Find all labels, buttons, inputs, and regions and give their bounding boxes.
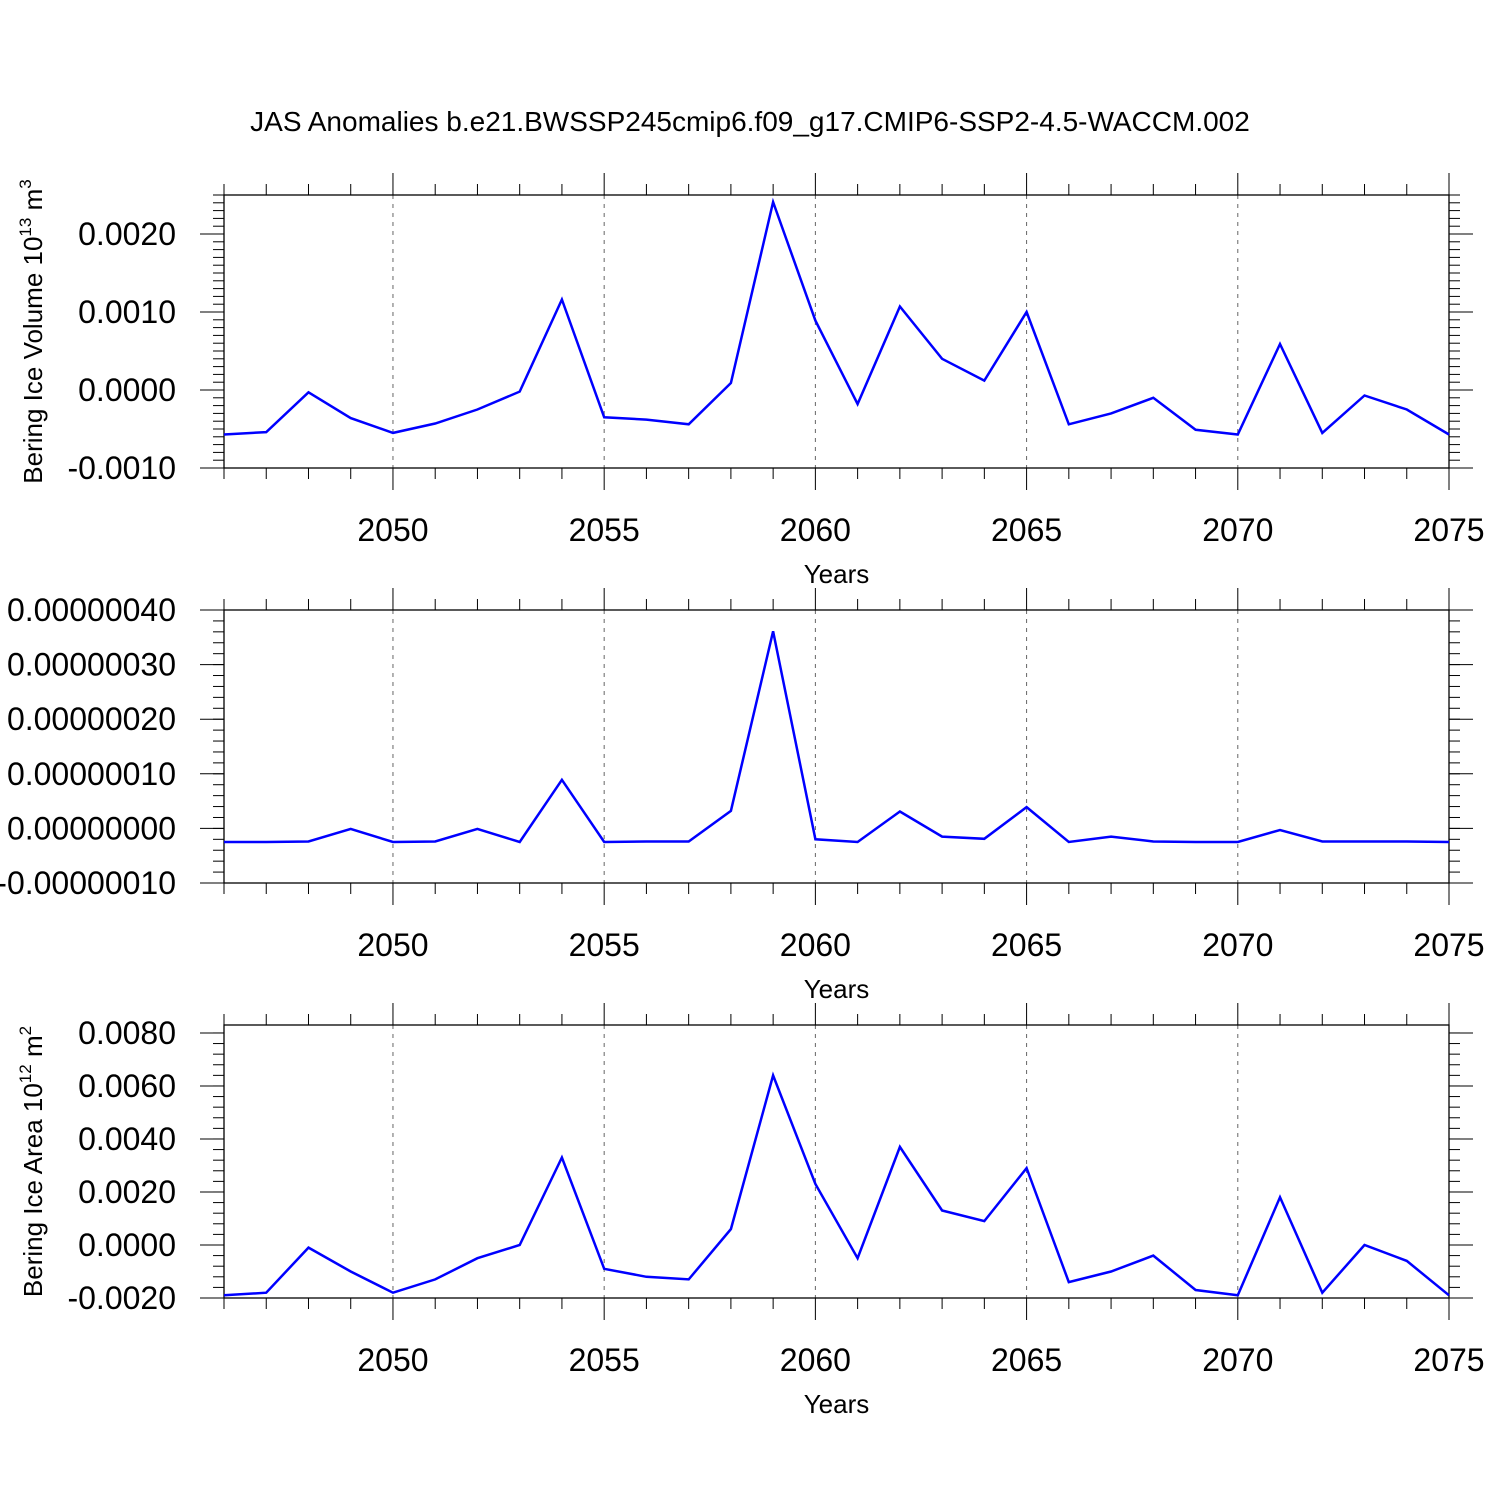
panels: 2050 2055 2060 2065 2070 2075 Years -0.0010 0.00… bbox=[0, 173, 1485, 1419]
x-axis-title: Years bbox=[804, 974, 870, 1004]
y-axis-title: Bering Ice Area 1012 m2 bbox=[16, 1026, 48, 1297]
y-axis-title-main: Bering Ice Area 10 bbox=[18, 1083, 48, 1297]
x-tick-label: 2065 bbox=[991, 1342, 1062, 1378]
y-axis-title-unit: m bbox=[18, 189, 48, 218]
y-tick-label: 0.0010 bbox=[78, 294, 176, 330]
y-tick-label: 0.00000000 bbox=[7, 810, 176, 846]
y-tick-label: -0.0010 bbox=[67, 450, 176, 486]
chart-title: JAS Anomalies b.e21.BWSSP245cmip6.f09_g1… bbox=[250, 106, 1250, 137]
plot-frame bbox=[223, 609, 1450, 884]
panel-1: 2050 2055 2060 2065 2070 2075 Years -0.0010 0.00… bbox=[16, 173, 1485, 589]
series-line bbox=[223, 197, 1450, 436]
y-tick-label: 0.0040 bbox=[78, 1121, 176, 1157]
panel-3: 2050 2055 2060 2065 2070 2075 Years -0.0020 0.00… bbox=[16, 1003, 1485, 1419]
y-tick-label: -0.00000010 bbox=[0, 865, 176, 901]
x-tick-label: 2050 bbox=[357, 1342, 428, 1378]
x-tick-label: 2050 bbox=[357, 512, 428, 548]
x-axis-title: Years bbox=[804, 559, 870, 589]
x-tick-label: 2070 bbox=[1202, 927, 1273, 963]
y-tick-label: 0.0000 bbox=[78, 372, 176, 408]
y-axis-title-unit: m bbox=[18, 1035, 48, 1064]
x-axis-title: Years bbox=[804, 1389, 870, 1419]
y-tick-label: 0.0020 bbox=[78, 1174, 176, 1210]
y-tick-label: 0.00000030 bbox=[7, 647, 176, 683]
plot-frame bbox=[223, 194, 1450, 469]
x-tick-label: 2060 bbox=[780, 1342, 851, 1378]
panel-2: 2050 2055 2060 2065 2070 2075 Years -0.00000010… bbox=[0, 588, 1485, 1004]
y-axis-title-exponent: 12 bbox=[16, 1064, 35, 1083]
y-tick-label: 0.0080 bbox=[78, 1015, 176, 1051]
x-tick-label: 2050 bbox=[357, 927, 428, 963]
y-axis-title: Bering Ice Volume 1013 m3 bbox=[16, 179, 48, 483]
x-tick-label: 2065 bbox=[991, 927, 1062, 963]
x-tick-label: 2060 bbox=[780, 512, 851, 548]
y-axis-title-exponent: 13 bbox=[16, 218, 35, 237]
x-tick-label: 2060 bbox=[780, 927, 851, 963]
y-tick-label: 0.00000020 bbox=[7, 701, 176, 737]
y-axis-title-main: Bering Ice Volume 10 bbox=[18, 237, 48, 484]
x-tick-label: 2075 bbox=[1413, 927, 1484, 963]
x-tick-label: 2055 bbox=[569, 927, 640, 963]
y-tick-label: -0.0020 bbox=[67, 1280, 176, 1316]
y-tick-label: 0.00000040 bbox=[7, 592, 176, 628]
plot-frame bbox=[223, 1024, 1450, 1299]
x-tick-label: 2055 bbox=[569, 1342, 640, 1378]
y-tick-label: 0.00000010 bbox=[7, 756, 176, 792]
y-axis-title-unit-exponent: 2 bbox=[16, 1026, 35, 1035]
x-tick-label: 2070 bbox=[1202, 512, 1273, 548]
y-tick-label: 0.0060 bbox=[78, 1068, 176, 1104]
y-tick-label: 0.0000 bbox=[78, 1227, 176, 1263]
series-line bbox=[223, 1071, 1450, 1297]
x-tick-label: 2065 bbox=[991, 512, 1062, 548]
y-axis-title-unit-exponent: 3 bbox=[16, 179, 35, 188]
x-tick-label: 2055 bbox=[569, 512, 640, 548]
series-line bbox=[224, 631, 1450, 844]
x-tick-label: 2075 bbox=[1413, 512, 1484, 548]
x-tick-label: 2070 bbox=[1202, 1342, 1273, 1378]
y-tick-label: 0.0020 bbox=[78, 216, 176, 252]
x-tick-label: 2075 bbox=[1413, 1342, 1484, 1378]
